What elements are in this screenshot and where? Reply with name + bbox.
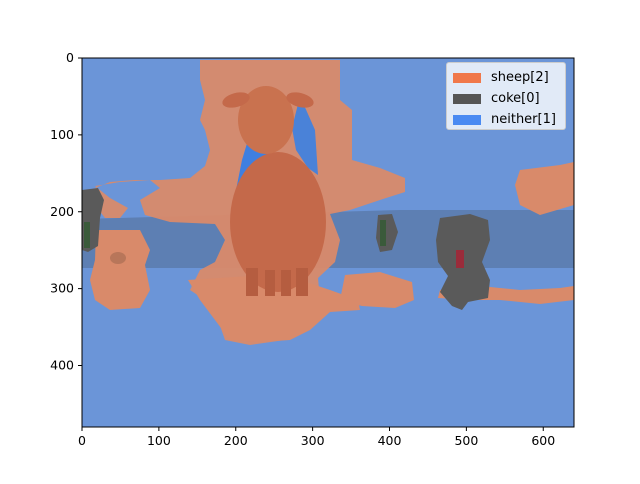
legend-label-sheep: sheep[2] (491, 70, 549, 85)
sheep-region-mid-right (340, 272, 414, 308)
legend-item-coke: coke[0] (453, 88, 565, 109)
x-tick-label: 0 (78, 433, 86, 448)
axes-frame (81, 57, 575, 428)
legend-item-neither: neither[1] (453, 109, 565, 130)
x-axis: 0 100 200 300 400 500 600 (78, 427, 555, 448)
y-tick-label: 0 (66, 50, 74, 65)
coke-can (456, 250, 464, 268)
x-tick-label: 100 (147, 433, 171, 448)
sheep-figure (222, 86, 326, 296)
x-tick-label: 200 (224, 433, 248, 448)
sheep-region-left (90, 230, 150, 310)
y-tick-label: 400 (50, 358, 74, 373)
legend-swatch-sheep (453, 72, 481, 83)
small-sheep (110, 252, 126, 264)
legend: sheep[2] coke[0] neither[1] (446, 62, 566, 130)
sheep-region-lower-left (188, 276, 360, 342)
legend-label-coke: coke[0] (491, 91, 540, 106)
y-tick-label: 300 (50, 281, 74, 296)
y-tick-label: 200 (50, 204, 74, 219)
neither-patch-neck (292, 96, 318, 175)
x-tick-label: 300 (301, 433, 325, 448)
left-object (84, 222, 90, 248)
y-axis: 0 100 200 300 400 (50, 50, 82, 373)
legend-item-sheep: sheep[2] (453, 67, 565, 88)
legend-label-neither: neither[1] (491, 112, 556, 127)
x-tick-label: 400 (378, 433, 402, 448)
x-tick-label: 600 (531, 433, 555, 448)
legend-swatch-coke (453, 93, 481, 104)
mid-object (380, 220, 386, 246)
legend-swatch-neither (453, 114, 481, 125)
sheep-region-right-upper (515, 162, 574, 215)
y-tick-label: 100 (50, 127, 74, 142)
x-tick-label: 500 (454, 433, 478, 448)
